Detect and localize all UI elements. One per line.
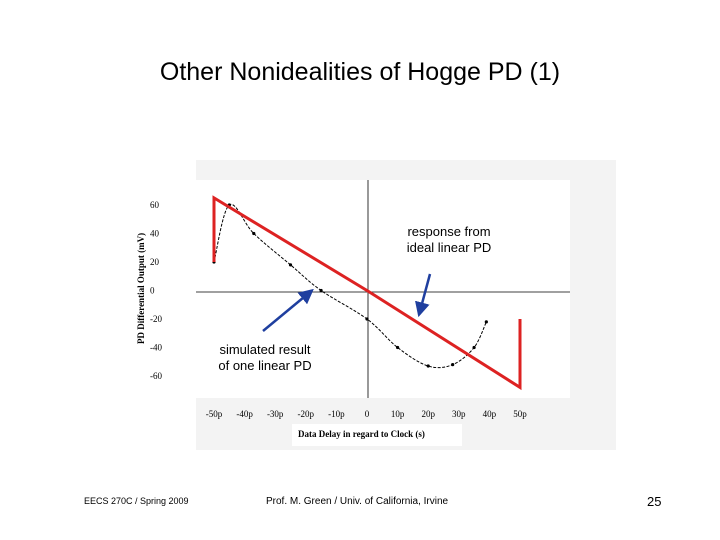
annotation-text: simulated result [219,342,310,357]
axes-group [196,180,570,398]
footer-course: EECS 270C / Spring 2009 [84,496,189,506]
simulated-point [451,363,455,367]
simulated-point [252,231,256,236]
y-tick-label: 40 [150,229,160,239]
simulated-point [472,345,476,350]
annotation-arrow [262,288,314,332]
plot-area [196,180,570,398]
x-tick-label: 20p [421,409,435,419]
simulated-point [288,263,293,267]
x-label-box [292,424,462,446]
annotation-text: ideal linear PD [407,240,492,255]
annotation-text: response from [407,224,490,239]
simulated-point [365,317,369,321]
slide-title: Other Nonidealities of Hogge PD (1) [159,58,561,86]
page-number: 25 [647,494,662,509]
annotation-text: of one linear PD [218,358,311,373]
x-tick-label: -50p [206,409,223,419]
y-tick-label: -40 [150,343,162,353]
x-tick-label: -10p [328,409,345,419]
x-tick-label: 30p [452,409,466,419]
y-tick-label: 20 [150,257,160,267]
simulated-point [426,364,430,368]
x-axis-label: Data Delay in regard to Clock (s) [298,429,425,439]
y-tick-label: -60 [150,371,162,381]
x-tick-label: 0 [365,409,370,419]
annotation-arrow [415,273,432,318]
simulated-point [396,345,400,350]
y-tick-labels: 60 40 20 0 -20 -40 -60 [150,200,162,381]
simulated-point [319,288,323,293]
ideal-series-line [212,195,522,391]
series-layer [212,195,522,391]
y-tick-label: 60 [150,200,160,210]
x-tick-labels: -50p -40p -30p -20p -10p 0 10p 20p 30p 40p 50p [206,409,528,419]
y-tick-label: 0 [150,286,155,296]
x-tick-label: -30p [267,409,284,419]
x-tick-label: 40p [483,409,497,419]
simulated-point [484,320,488,324]
y-axis-label: PD Differential Output (mV) [136,233,146,344]
x-tick-label: 50p [513,409,527,419]
x-tick-label: -40p [236,409,253,419]
footer-author: Prof. M. Green / Univ. of California, Ir… [266,496,449,507]
y-tick-label: -20 [150,314,162,324]
x-tick-label: 10p [391,409,405,419]
x-tick-label: -20p [298,409,315,419]
